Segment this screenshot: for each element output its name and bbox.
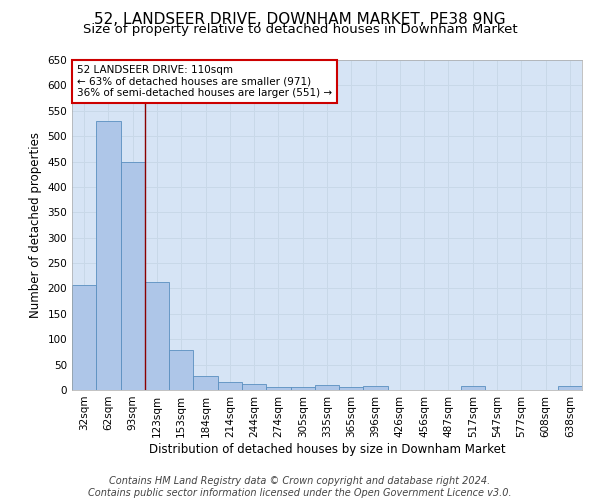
Text: Size of property relative to detached houses in Downham Market: Size of property relative to detached ho… [83, 22, 517, 36]
Bar [96, 121, 121, 390]
Bar [169, 350, 193, 390]
Bar [461, 386, 485, 390]
Bar [290, 388, 315, 390]
Bar [145, 282, 169, 390]
Bar [558, 386, 582, 390]
Bar [242, 384, 266, 390]
Bar [339, 388, 364, 390]
Bar [193, 376, 218, 390]
Text: 52, LANDSEER DRIVE, DOWNHAM MARKET, PE38 9NG: 52, LANDSEER DRIVE, DOWNHAM MARKET, PE38… [94, 12, 506, 28]
Bar [72, 285, 96, 390]
Bar [266, 388, 290, 390]
Bar [218, 382, 242, 390]
Text: Contains HM Land Registry data © Crown copyright and database right 2024.
Contai: Contains HM Land Registry data © Crown c… [88, 476, 512, 498]
Bar [315, 385, 339, 390]
Bar [121, 162, 145, 390]
X-axis label: Distribution of detached houses by size in Downham Market: Distribution of detached houses by size … [149, 442, 505, 456]
Y-axis label: Number of detached properties: Number of detached properties [29, 132, 42, 318]
Text: 52 LANDSEER DRIVE: 110sqm
← 63% of detached houses are smaller (971)
36% of semi: 52 LANDSEER DRIVE: 110sqm ← 63% of detac… [77, 65, 332, 98]
Bar [364, 386, 388, 390]
